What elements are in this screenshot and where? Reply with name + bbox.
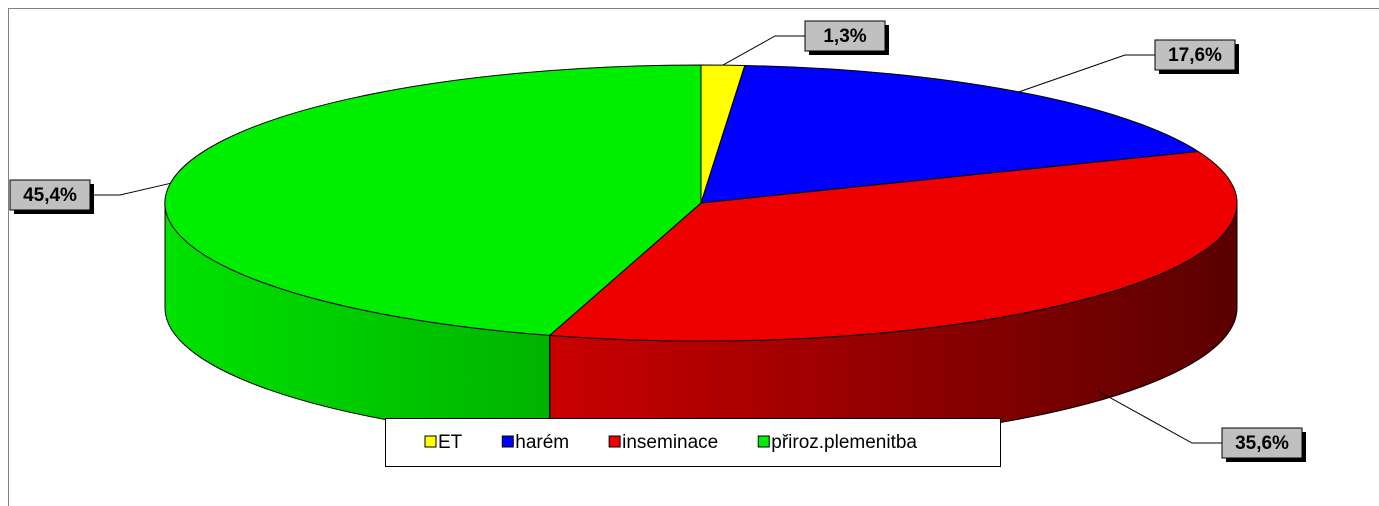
data-label: 35,6% — [1235, 433, 1289, 454]
leader-line — [90, 182, 171, 196]
leader-line — [1018, 54, 1155, 93]
legend-label: inseminace — [622, 432, 718, 453]
data-label: 1,3% — [823, 26, 866, 47]
leader-line — [722, 35, 805, 66]
legend-swatch — [424, 435, 437, 448]
pie-slice — [700, 64, 1200, 204]
label-box — [9, 179, 91, 211]
legend-box — [385, 418, 1001, 467]
legend-swatch — [757, 435, 770, 448]
legend-swatch — [501, 435, 514, 448]
legend-label: přiroz.plemenitba — [771, 432, 917, 453]
label-box — [1154, 39, 1236, 71]
data-label: 17,6% — [1168, 45, 1222, 66]
pie-slice — [548, 150, 1238, 342]
label-box — [804, 20, 886, 52]
data-label: 45,4% — [23, 185, 77, 206]
legend-label: harém — [515, 432, 569, 453]
label-box — [1221, 427, 1303, 459]
legend-swatch — [608, 435, 621, 448]
leader-line — [1097, 390, 1222, 444]
legend-label: ET — [438, 432, 463, 453]
chart-frame — [8, 8, 1379, 506]
